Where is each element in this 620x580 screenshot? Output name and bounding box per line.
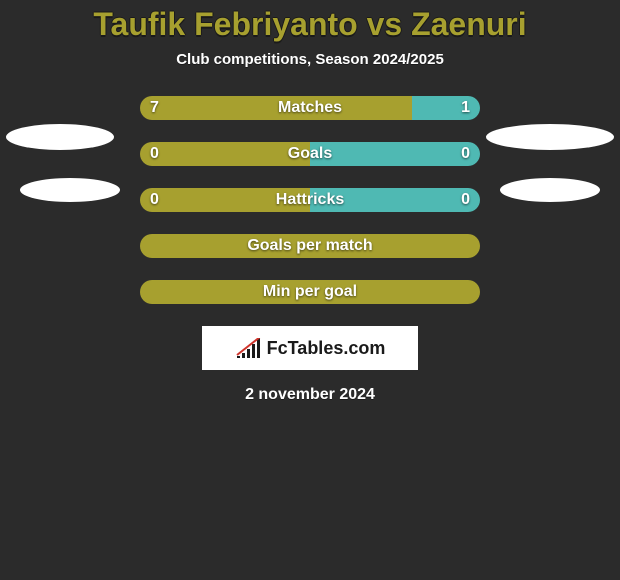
footer-date-text: 2 november 2024	[245, 386, 375, 403]
stat-bar: Goals 0 0	[140, 142, 480, 166]
stat-row: Min per goal	[0, 280, 620, 304]
stat-value-left: 0	[150, 191, 159, 209]
title-text: Taufik Febriyanto vs Zaenuri	[93, 6, 526, 42]
fctables-logo-icon	[235, 338, 261, 358]
stat-bar: Hattricks 0 0	[140, 188, 480, 212]
stat-row: Goals per match	[0, 234, 620, 258]
stat-label: Hattricks	[276, 191, 344, 209]
stat-bar-left	[140, 142, 310, 166]
stat-value-left: 7	[150, 99, 159, 117]
stat-row: Matches 7 1	[0, 96, 620, 120]
stat-bar: Matches 7 1	[140, 96, 480, 120]
stat-label: Goals	[288, 145, 332, 163]
subtitle-text: Club competitions, Season 2024/2025	[176, 51, 444, 68]
footer-date: 2 november 2024	[0, 386, 620, 404]
stat-bar: Min per goal	[140, 280, 480, 304]
stat-label: Matches	[278, 99, 342, 117]
stat-bar-right	[310, 142, 480, 166]
logo-box: FcTables.com	[202, 326, 418, 370]
logo-text: FcTables.com	[267, 338, 386, 359]
stat-label: Goals per match	[247, 237, 372, 255]
stat-row: Hattricks 0 0	[0, 188, 620, 212]
stat-bar-left	[140, 96, 412, 120]
comparison-subtitle: Club competitions, Season 2024/2025	[0, 51, 620, 68]
stat-value-right: 1	[461, 99, 470, 117]
stat-value-left: 0	[150, 145, 159, 163]
stat-row: Goals 0 0	[0, 142, 620, 166]
stat-value-right: 0	[461, 145, 470, 163]
comparison-title: Taufik Febriyanto vs Zaenuri	[0, 0, 620, 43]
stat-bar: Goals per match	[140, 234, 480, 258]
stat-value-right: 0	[461, 191, 470, 209]
stat-label: Min per goal	[263, 283, 357, 301]
